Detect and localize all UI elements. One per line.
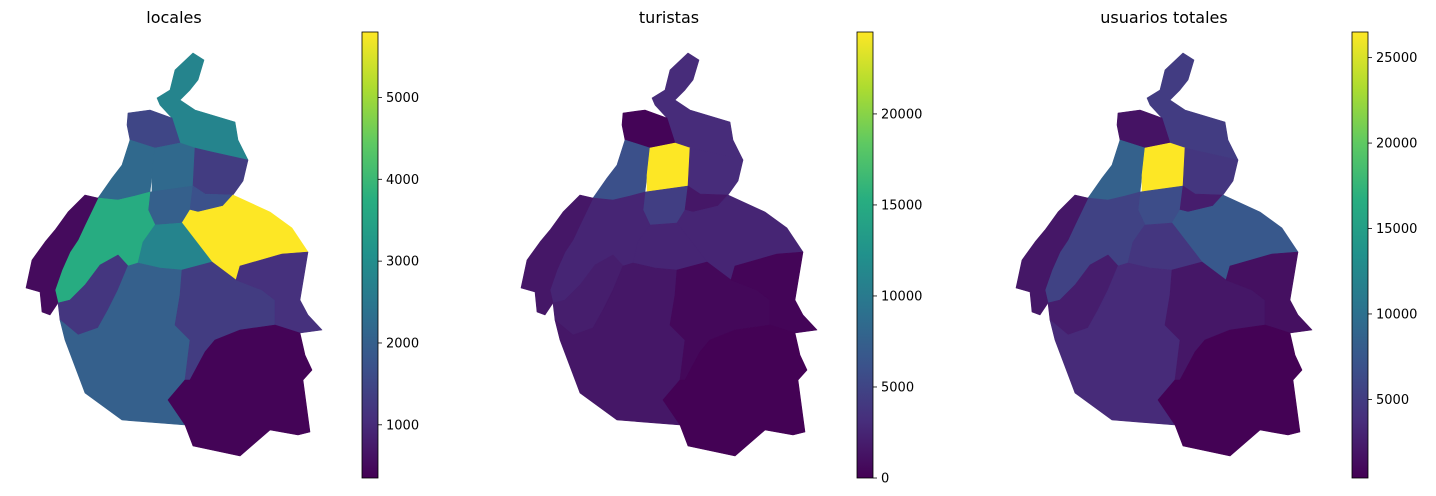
panel-title: usuarios totales (1100, 8, 1228, 27)
choropleth-map (25, 52, 323, 457)
colorbar-tick-label: 3000 (386, 255, 419, 270)
panel-title: turistas (638, 8, 700, 27)
colorbar-tick-label: 2000 (386, 336, 419, 351)
map-panel-locales: locales 1000 2000 3000 4000 5000 (0, 0, 478, 496)
colorbar: 5000 10000 15000 20000 25000 (1351, 31, 1417, 479)
colorbar-tick-label: 0 (881, 472, 889, 487)
map-panel-usuarios-totales: usuarios totales 5000 10000 15000 20000 2500… (990, 0, 1436, 496)
colorbar-tick-label: 10000 (881, 289, 922, 304)
region-tlahuac (730, 251, 818, 334)
colorbar-tick-label: 20000 (1376, 137, 1417, 152)
choropleth-map (1015, 52, 1313, 457)
colorbar-tick-label: 15000 (881, 198, 922, 213)
colorbar-tick-label: 20000 (881, 107, 922, 122)
region-milpa-alta (1157, 324, 1303, 457)
colorbar-gradient (361, 31, 379, 479)
colorbar-tick-label: 10000 (1376, 307, 1417, 322)
colorbar-tick-label: 1000 (386, 418, 419, 433)
colorbar-tick-label: 5000 (386, 91, 419, 106)
colorbar-tick-label: 5000 (881, 380, 914, 395)
map-panel-turistas: turistas 0 5000 10000 15000 20000 (495, 0, 973, 496)
colorbar-tick-label: 25000 (1376, 51, 1417, 66)
region-milpa-alta (662, 324, 808, 457)
colorbar-gradient (856, 31, 874, 479)
region-milpa-alta (167, 324, 313, 457)
colorbar: 1000 2000 3000 4000 5000 (361, 31, 419, 479)
colorbar-tick-label: 4000 (386, 173, 419, 188)
colorbar: 0 5000 10000 15000 20000 (856, 31, 922, 487)
choropleth-map (520, 52, 818, 457)
colorbar-tick-label: 15000 (1376, 222, 1417, 237)
colorbar-gradient (1351, 31, 1369, 479)
region-tlahuac (235, 251, 323, 334)
panel-title: locales (146, 8, 202, 27)
colorbar-tick-label: 5000 (1376, 393, 1409, 408)
region-tlahuac (1225, 251, 1313, 334)
